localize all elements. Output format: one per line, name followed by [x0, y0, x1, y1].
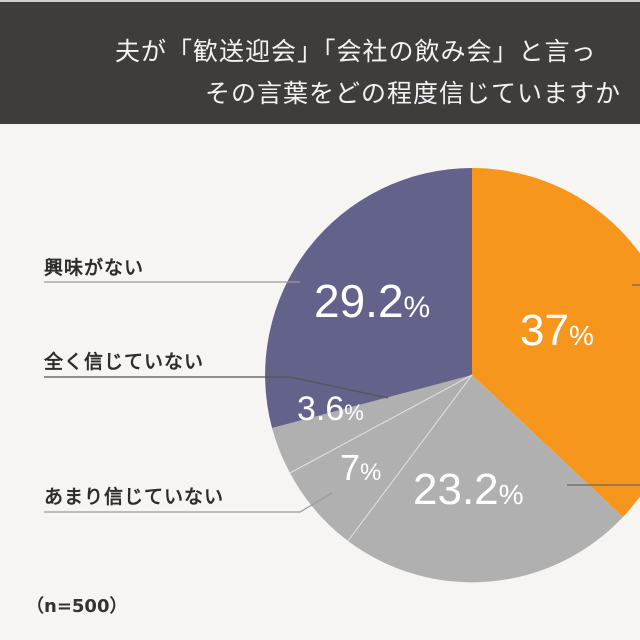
sample-size-note: （n=500）	[26, 596, 128, 617]
slice-gray-23	[348, 375, 623, 583]
label-no-interest: 興味がない	[44, 257, 145, 279]
svg-text:37%: 37%	[520, 306, 594, 355]
label-not-at-all: 全く信じていない	[44, 351, 205, 373]
pct-7: 7	[340, 447, 360, 488]
leader-line	[44, 492, 333, 513]
svg-text:23.2%: 23.2%	[413, 465, 524, 514]
pct-3-6: 3.6	[297, 390, 344, 428]
svg-text:29.2%: 29.2%	[314, 275, 430, 327]
slice-orange	[472, 167, 640, 517]
slice-gray-7	[290, 375, 472, 541]
label-not-much: あまり信じていない	[44, 486, 225, 508]
svg-text:3.6%: 3.6%	[297, 390, 364, 428]
leader-line	[44, 376, 389, 399]
chart-title-line-2: その言葉をどの程度信じていますか	[205, 79, 622, 108]
chart-title-line-1: 夫が「歓送迎会」「会社の飲み会」と言っ	[115, 37, 597, 66]
pct-37: 37	[520, 306, 569, 355]
svg-text:7%: 7%	[340, 447, 381, 488]
slice-purple	[265, 168, 472, 428]
chart-header: 夫が「歓送迎会」「会社の飲み会」と言っ その言葉をどの程度信じていますか	[0, 0, 640, 124]
pct-23-2: 23.2	[413, 465, 499, 514]
slice-gray-3-6	[272, 375, 472, 473]
pct-29-2: 29.2	[314, 275, 404, 327]
